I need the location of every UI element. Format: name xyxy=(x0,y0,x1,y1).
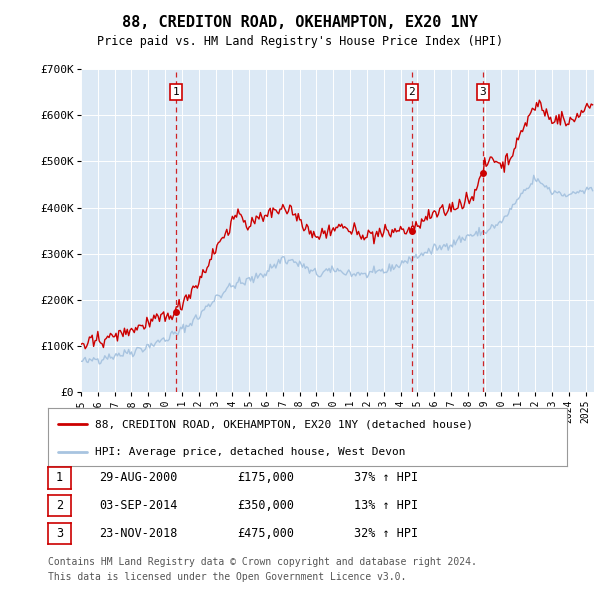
Text: Price paid vs. HM Land Registry's House Price Index (HPI): Price paid vs. HM Land Registry's House … xyxy=(97,35,503,48)
Text: 32% ↑ HPI: 32% ↑ HPI xyxy=(354,527,418,540)
Text: 2: 2 xyxy=(56,499,63,512)
Text: £350,000: £350,000 xyxy=(237,499,294,512)
Text: 1: 1 xyxy=(173,87,179,97)
Text: 37% ↑ HPI: 37% ↑ HPI xyxy=(354,471,418,484)
Text: 3: 3 xyxy=(56,527,63,540)
Text: 23-NOV-2018: 23-NOV-2018 xyxy=(99,527,178,540)
Text: £475,000: £475,000 xyxy=(237,527,294,540)
Text: HPI: Average price, detached house, West Devon: HPI: Average price, detached house, West… xyxy=(95,447,405,457)
Text: 88, CREDITON ROAD, OKEHAMPTON, EX20 1NY: 88, CREDITON ROAD, OKEHAMPTON, EX20 1NY xyxy=(122,15,478,30)
Text: 88, CREDITON ROAD, OKEHAMPTON, EX20 1NY (detached house): 88, CREDITON ROAD, OKEHAMPTON, EX20 1NY … xyxy=(95,419,473,430)
Text: 29-AUG-2000: 29-AUG-2000 xyxy=(99,471,178,484)
Text: 2: 2 xyxy=(409,87,415,97)
Text: £175,000: £175,000 xyxy=(237,471,294,484)
Text: This data is licensed under the Open Government Licence v3.0.: This data is licensed under the Open Gov… xyxy=(48,572,406,582)
Text: 1: 1 xyxy=(56,471,63,484)
Text: 03-SEP-2014: 03-SEP-2014 xyxy=(99,499,178,512)
Text: 13% ↑ HPI: 13% ↑ HPI xyxy=(354,499,418,512)
Text: Contains HM Land Registry data © Crown copyright and database right 2024.: Contains HM Land Registry data © Crown c… xyxy=(48,557,477,566)
Text: 3: 3 xyxy=(479,87,487,97)
